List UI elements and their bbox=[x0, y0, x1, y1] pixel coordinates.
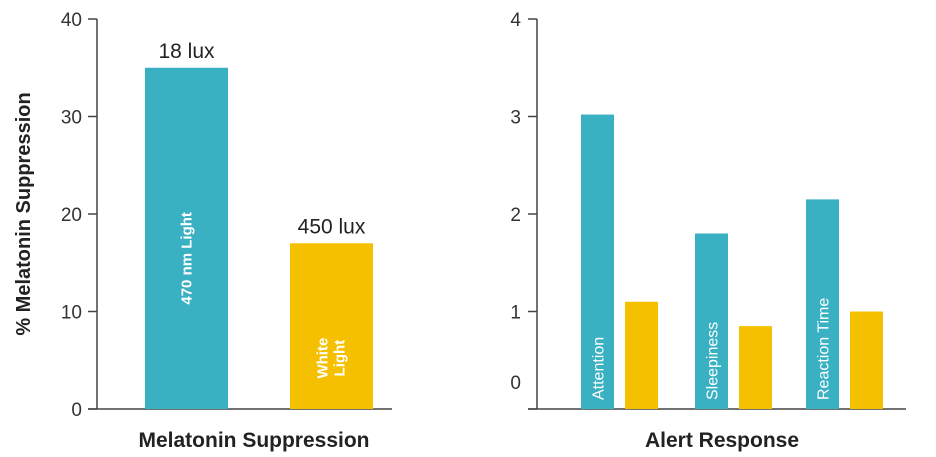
left-y-tick-label: 30 bbox=[61, 108, 82, 129]
alert-bar bbox=[581, 114, 614, 410]
lux-annotation: 450 lux bbox=[298, 215, 366, 238]
left-y-tick-label: 10 bbox=[61, 303, 82, 324]
alert-bar bbox=[695, 233, 728, 409]
left-y-tick-label: 20 bbox=[61, 205, 82, 226]
bar-label: 470 nm Light bbox=[179, 212, 196, 305]
category-label: Attention bbox=[591, 337, 608, 400]
right-y-tick-label: 0 bbox=[510, 373, 521, 394]
category-label: Sleepiness bbox=[705, 322, 722, 400]
right-y-tick-label: 1 bbox=[510, 303, 521, 324]
alert-bar bbox=[806, 199, 839, 409]
melatonin-bar bbox=[145, 67, 228, 409]
lux-annotation: 18 lux bbox=[158, 40, 215, 63]
right-y-tick-label: 4 bbox=[510, 10, 521, 31]
left-y-title: % Melatonin Suppression bbox=[13, 92, 35, 335]
melatonin-bar bbox=[290, 243, 373, 409]
alert-bar bbox=[739, 326, 772, 409]
melatonin-chart: 0 10 20 30 40 18 lux 470 nm Light 450 lux White… bbox=[13, 10, 392, 452]
left-y-tick-label: 0 bbox=[71, 400, 82, 421]
left-x-title: Melatonin Suppression bbox=[138, 429, 369, 452]
right-x-title: Alert Response bbox=[645, 429, 799, 452]
category-label: Reaction Time bbox=[816, 298, 833, 400]
alert-response-chart: 0 1 2 3 4 Attention Sleepiness Reaction Time A… bbox=[510, 10, 906, 452]
right-y-tick-label: 2 bbox=[510, 205, 521, 226]
alert-bar bbox=[850, 311, 883, 409]
bar-label: WhiteLight bbox=[315, 338, 349, 379]
alert-bar bbox=[625, 301, 658, 409]
left-y-tick-label: 40 bbox=[61, 10, 82, 31]
right-y-tick-label: 3 bbox=[510, 108, 521, 129]
